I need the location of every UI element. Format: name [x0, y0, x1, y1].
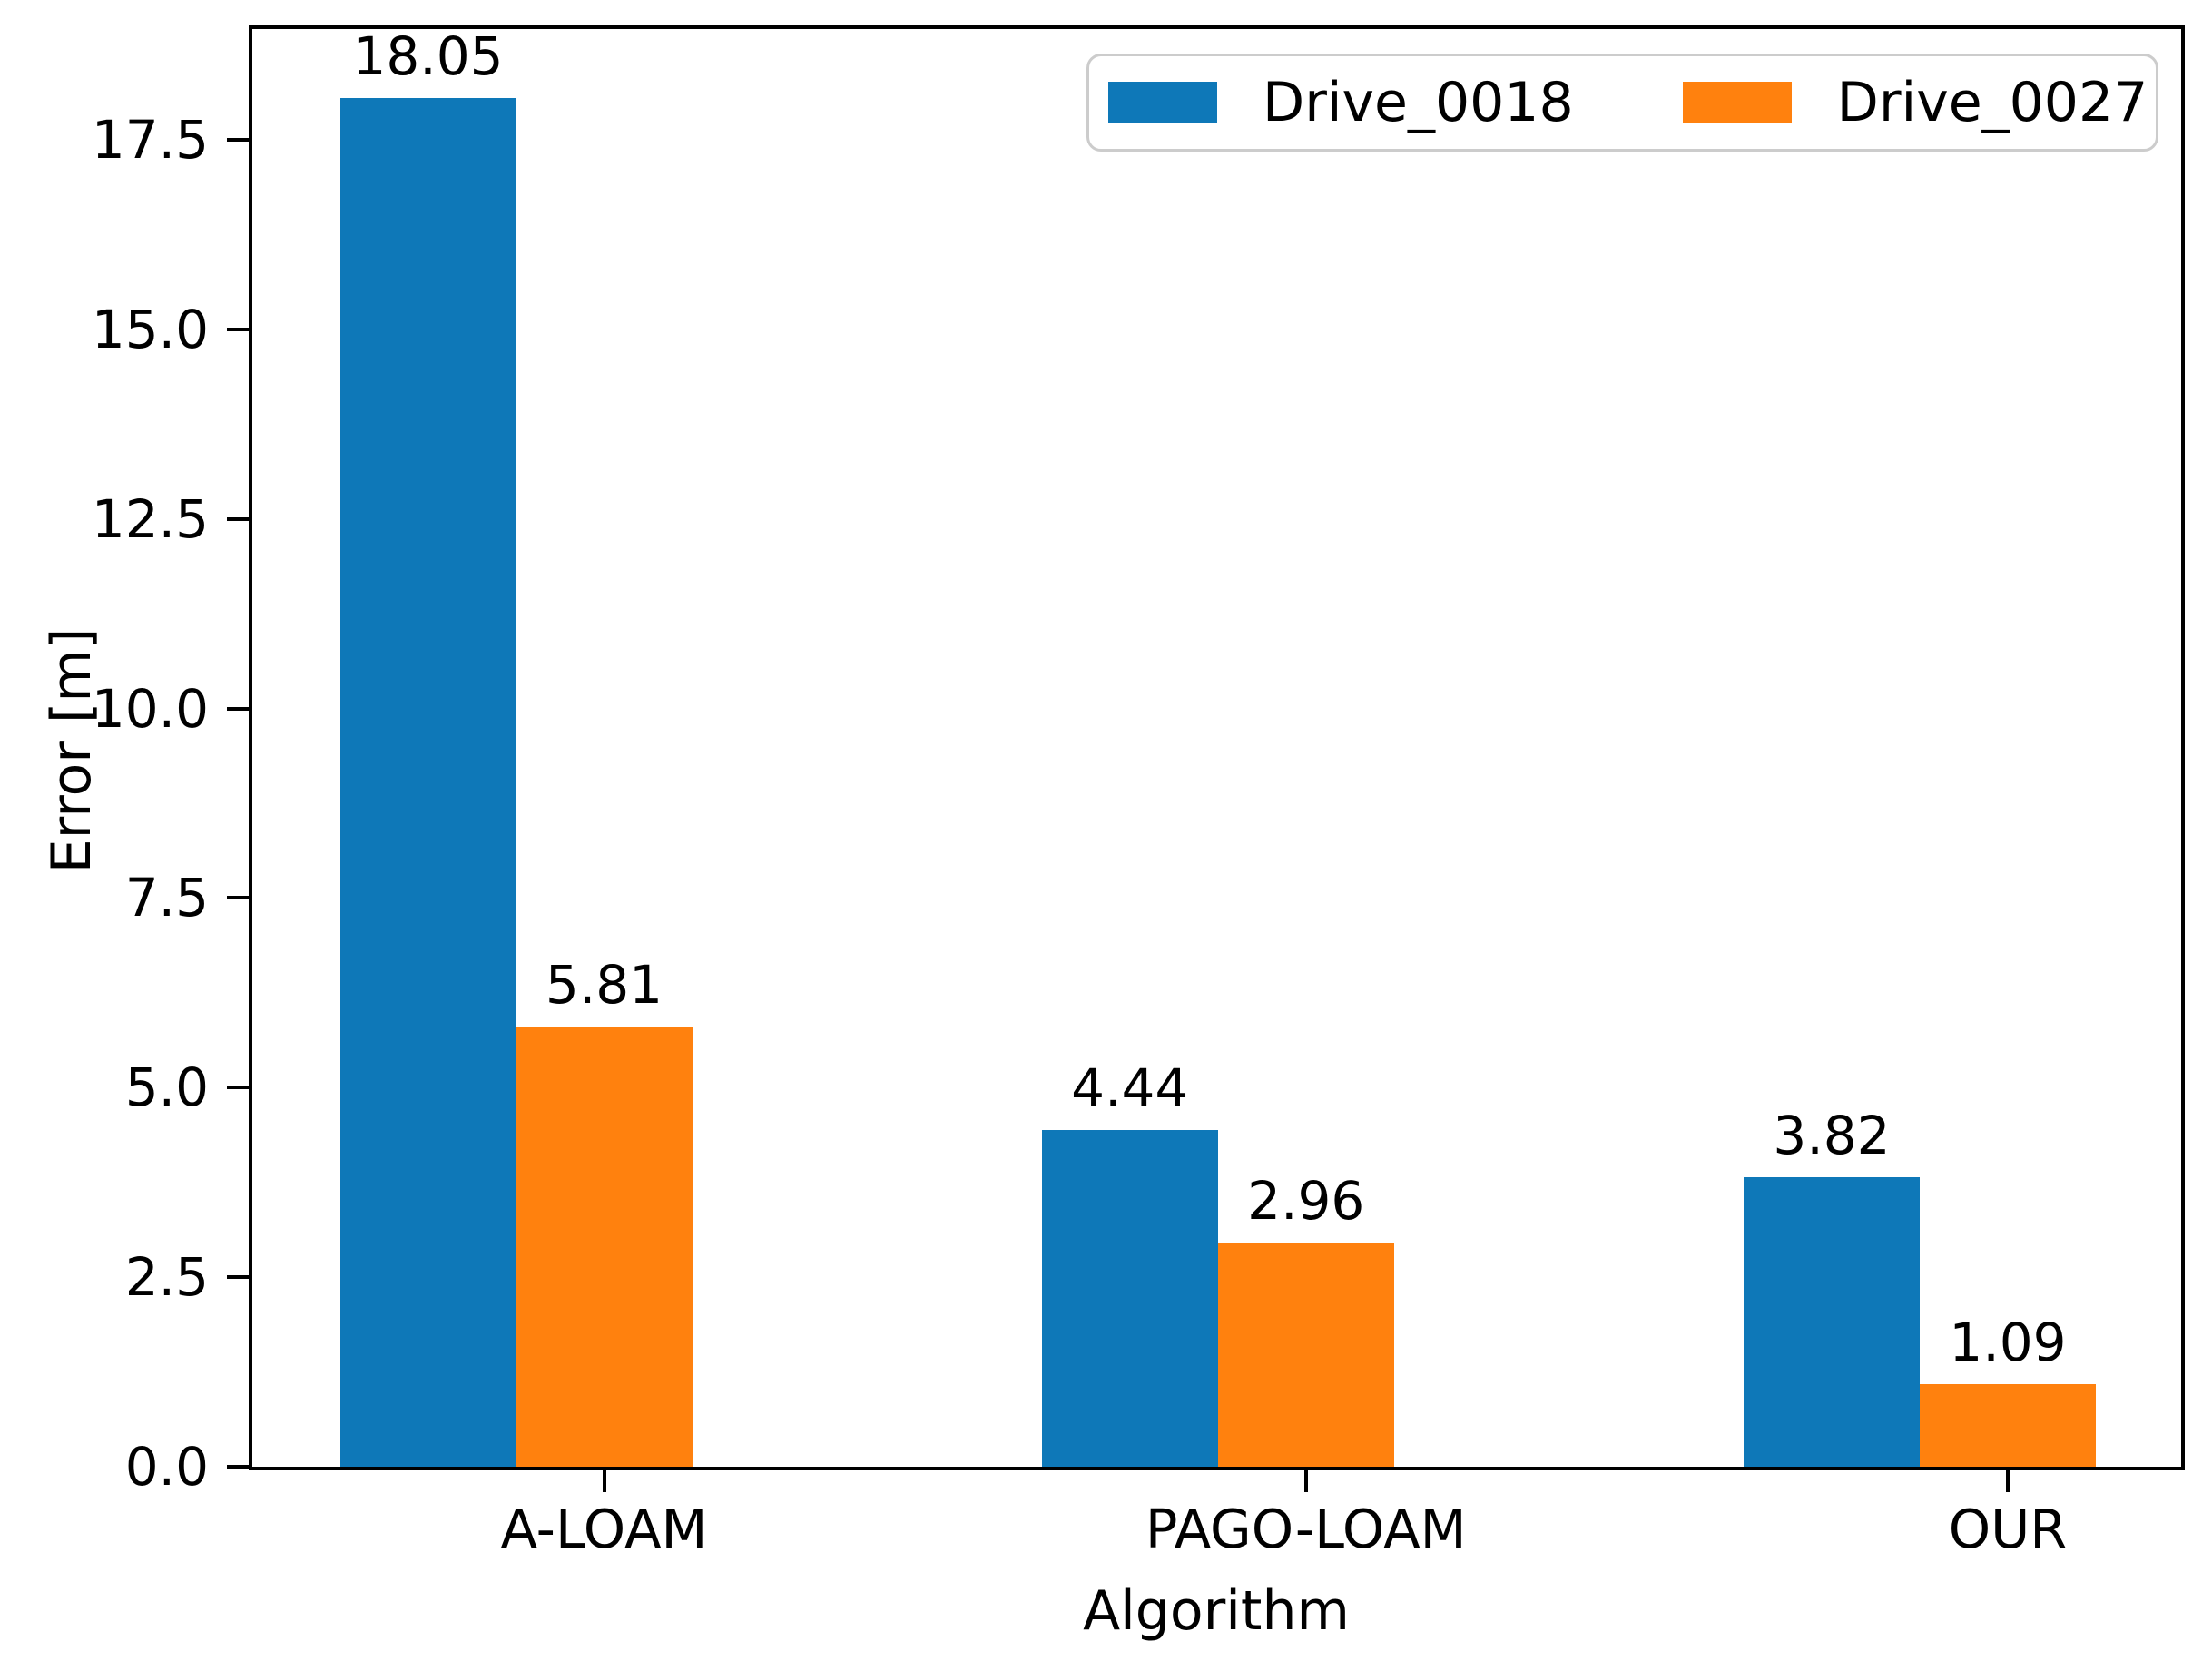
legend-swatch-drive-0018: [1108, 82, 1217, 123]
legend-label-drive-0018: Drive_0018: [1263, 71, 1574, 134]
bar-value-label-drive-0027-our: 1.09: [1949, 1311, 2067, 1373]
legend-item-drive-0018: Drive_0018: [1108, 71, 1574, 134]
bar-value-label-drive-0018-pago-loam: 4.44: [1071, 1057, 1189, 1120]
y-tick-label-17-5: 17.5: [91, 108, 209, 171]
x-tick-label-our: OUR: [1948, 1498, 2068, 1560]
bar-drive-0018-a-loam: [339, 98, 516, 1467]
x-tick-mark: [2006, 1470, 2010, 1492]
y-tick-mark: [227, 706, 249, 711]
bar-drive-0027-pago-loam: [1217, 1242, 1394, 1467]
y-tick-mark: [227, 1465, 249, 1469]
legend-item-drive-0027: Drive_0027: [1682, 71, 2148, 134]
y-tick-mark: [227, 516, 249, 521]
y-tick-label-15-0: 15.0: [91, 298, 209, 360]
x-axis-title: Algorithm: [1083, 1579, 1350, 1643]
legend-swatch-drive-0027: [1682, 82, 1792, 123]
x-tick-label-a-loam: A-LOAM: [500, 1498, 708, 1560]
bar-drive-0018-our: [1744, 1176, 1920, 1467]
x-tick-label-pago-loam: PAGO-LOAM: [1145, 1498, 1467, 1560]
bar-value-label-drive-0027-pago-loam: 2.96: [1247, 1169, 1365, 1232]
bar-value-label-drive-0027-a-loam: 5.81: [545, 953, 664, 1016]
bar-drive-0027-a-loam: [516, 1026, 693, 1467]
y-tick-mark: [227, 327, 249, 331]
y-tick-mark: [227, 896, 249, 900]
y-tick-mark: [227, 1086, 249, 1090]
y-tick-label-5-0: 5.0: [124, 1057, 209, 1119]
x-tick-mark: [1303, 1470, 1308, 1492]
y-tick-mark: [227, 137, 249, 142]
y-tick-label-0-0: 0.0: [124, 1436, 209, 1498]
bar-drive-0027-our: [1920, 1383, 2096, 1467]
y-tick-label-12-5: 12.5: [91, 487, 209, 550]
y-tick-mark: [227, 1275, 249, 1280]
bar-value-label-drive-0018-a-loam: 18.05: [352, 25, 504, 88]
y-axis-title: Error [m]: [40, 627, 103, 874]
y-tick-label-10-0: 10.0: [91, 677, 209, 740]
bar-drive-0018-pago-loam: [1041, 1130, 1218, 1467]
y-tick-label-7-5: 7.5: [124, 867, 209, 929]
y-tick-label-2-5: 2.5: [124, 1246, 209, 1309]
bar-value-label-drive-0018-our: 3.82: [1773, 1104, 1891, 1166]
legend-label-drive-0027: Drive_0027: [1836, 71, 2148, 134]
x-tick-mark: [602, 1470, 606, 1492]
legend: Drive_0018 Drive_0027: [1086, 54, 2158, 152]
